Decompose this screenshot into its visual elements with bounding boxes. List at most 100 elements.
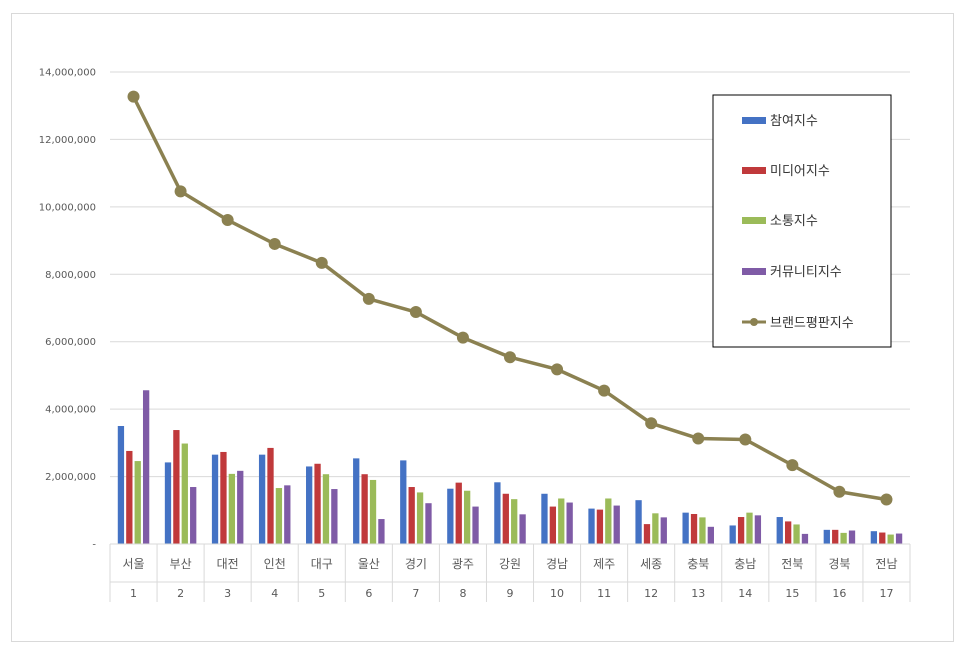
- bar-0-0: [117, 426, 125, 544]
- bar-2-13: [746, 512, 753, 544]
- bar-2-5: [369, 479, 377, 544]
- x-rank-label: 16: [832, 587, 846, 600]
- line-point-9: [551, 363, 564, 376]
- x-rank-label: 7: [412, 587, 419, 600]
- x-category-label: 제주: [593, 557, 615, 571]
- bar-3-12: [707, 526, 714, 544]
- line-point-0: [127, 90, 140, 103]
- line-point-6: [409, 306, 422, 319]
- bar-2-12: [699, 517, 706, 544]
- x-category-label: 대구: [311, 557, 333, 571]
- bar-2-4: [322, 474, 330, 544]
- x-rank-label: 11: [597, 587, 611, 600]
- legend-label-1: 미디어지수: [770, 164, 830, 179]
- bars: [117, 390, 903, 544]
- x-rank-label: 9: [507, 587, 514, 600]
- brand-line: [127, 90, 893, 506]
- x-category-label: 부산: [170, 557, 192, 571]
- line-point-13: [739, 433, 752, 446]
- line-point-16: [880, 493, 893, 506]
- bar-3-8: [519, 514, 526, 544]
- x-rank-label: 13: [691, 587, 705, 600]
- bar-0-13: [729, 525, 736, 544]
- bar-3-6: [425, 503, 432, 544]
- legend-label-3: 커뮤니티지수: [770, 265, 842, 280]
- x-rank-label: 12: [644, 587, 658, 600]
- bar-0-8: [494, 482, 501, 544]
- bar-0-2: [211, 454, 219, 544]
- bar-2-0: [134, 461, 141, 544]
- bar-1-14: [785, 521, 792, 544]
- bar-2-6: [416, 492, 424, 544]
- y-tick-label: -: [92, 540, 96, 551]
- legend-swatch-2: [742, 217, 766, 224]
- bar-1-4: [314, 463, 321, 544]
- bar-0-5: [353, 458, 360, 544]
- line-point-10: [598, 384, 611, 397]
- x-category-label: 경기: [405, 557, 427, 571]
- bar-1-7: [455, 482, 462, 544]
- legend-label-0: 참여지수: [770, 114, 818, 129]
- bar-1-6: [408, 487, 415, 544]
- bar-0-16: [870, 531, 878, 544]
- bar-3-10: [613, 505, 620, 544]
- y-axis: - 2,000,000 4,000,000 6,000,000 8,000,000 10,…: [39, 68, 97, 551]
- line-point-11: [645, 417, 658, 430]
- bar-1-0: [126, 450, 133, 544]
- x-rank-label: 8: [459, 587, 466, 600]
- bar-0-14: [776, 517, 783, 544]
- x-category-label: 전북: [781, 557, 803, 571]
- bar-2-11: [652, 513, 659, 544]
- x-category-label: 서울: [122, 557, 144, 571]
- bar-3-2: [237, 470, 244, 544]
- legend-line-marker: [750, 318, 758, 326]
- bar-1-16: [879, 532, 886, 544]
- bar-1-5: [361, 474, 368, 544]
- bar-3-15: [848, 530, 856, 544]
- bar-0-6: [400, 460, 407, 544]
- bar-0-9: [541, 493, 548, 544]
- legend-swatch-3: [742, 268, 766, 275]
- x-category-label: 대전: [217, 557, 239, 571]
- y-tick-label: 6,000,000: [45, 337, 96, 348]
- x-category-label: 강원: [499, 557, 521, 571]
- legend-label-2: 소통지수: [770, 214, 818, 229]
- x-category-label: 울산: [358, 557, 380, 571]
- x-axis: 서울 1 부산 2 대전 3 인천 4 대구 5 울산 6 경기 7 광주 8 강원 9 경남 10 제주 11 세종 12 충…: [109, 543, 911, 602]
- y-tick-label: 12,000,000: [39, 135, 96, 146]
- bar-1-3: [267, 447, 274, 544]
- line-point-4: [315, 256, 328, 269]
- bar-1-1: [173, 430, 180, 544]
- legend-swatch-0: [742, 117, 766, 124]
- line-point-7: [456, 331, 469, 344]
- bar-3-4: [331, 489, 338, 544]
- bar-0-7: [447, 488, 454, 544]
- bar-3-1: [190, 487, 197, 544]
- y-tick-label: 8,000,000: [45, 270, 96, 281]
- bar-2-16: [887, 534, 894, 544]
- y-tick-label: 2,000,000: [45, 472, 96, 483]
- bar-2-8: [511, 499, 518, 544]
- x-rank-label: 17: [879, 587, 893, 600]
- line-point-5: [362, 292, 375, 305]
- bar-1-15: [832, 529, 839, 544]
- bar-1-2: [220, 451, 227, 544]
- x-rank-label: 2: [177, 587, 184, 600]
- bar-1-11: [643, 524, 651, 544]
- bar-1-9: [549, 506, 557, 544]
- line-point-12: [692, 432, 705, 445]
- bar-0-10: [588, 508, 595, 544]
- bar-1-12: [690, 513, 698, 544]
- y-tick-label: 10,000,000: [39, 202, 96, 213]
- x-rank-label: 6: [365, 587, 372, 600]
- bar-3-13: [754, 515, 762, 544]
- bar-3-7: [472, 506, 479, 544]
- bar-0-15: [823, 529, 830, 544]
- x-rank-label: 5: [318, 587, 325, 600]
- bar-2-3: [275, 488, 283, 544]
- line-point-14: [786, 459, 799, 472]
- bar-3-14: [801, 533, 809, 544]
- bar-1-10: [596, 509, 604, 544]
- bar-1-8: [502, 493, 509, 544]
- bar-1-13: [737, 517, 745, 544]
